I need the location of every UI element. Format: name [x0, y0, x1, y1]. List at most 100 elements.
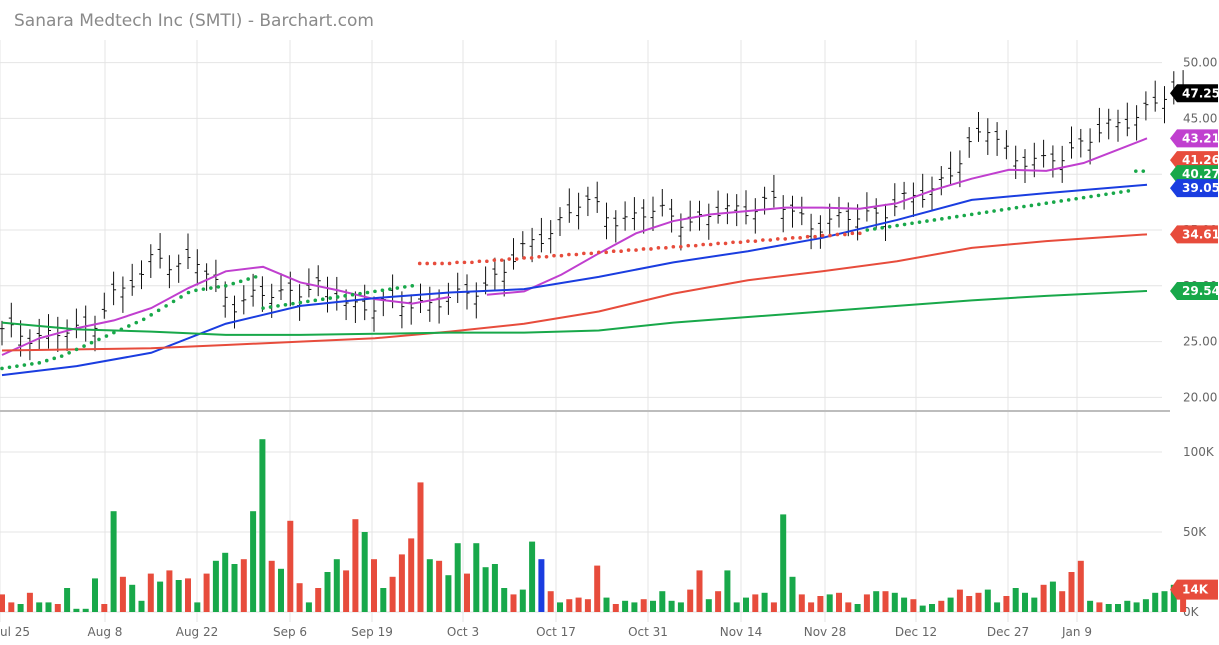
indicator-dot	[231, 281, 236, 286]
price-tick-label: 20.00	[1183, 390, 1217, 404]
indicator-dot	[59, 354, 64, 358]
indicator-dot	[716, 241, 720, 246]
indicator-dot	[1134, 169, 1138, 173]
indicator-dot	[1111, 191, 1116, 195]
indicator-dot	[813, 234, 817, 239]
volume-bar	[324, 572, 331, 612]
volume-badge-shape	[1170, 579, 1218, 600]
indicator-dot	[15, 364, 19, 368]
volume-bar	[110, 511, 117, 612]
x-tick-label: Oct 17	[536, 625, 576, 639]
indicator-dot	[82, 344, 86, 348]
price-badge-shape	[1170, 179, 1218, 198]
indicator-dot	[1104, 192, 1108, 197]
price-badge-label: 40.27	[1182, 167, 1219, 181]
volume-bar	[212, 560, 219, 612]
volume-bar	[956, 589, 963, 612]
volume-bar	[557, 602, 563, 612]
volume-bar	[538, 559, 545, 612]
volume-bar	[705, 599, 712, 612]
volume-bar	[622, 600, 629, 612]
indicator-dot	[977, 211, 981, 216]
price-badge-shape	[1170, 151, 1218, 170]
volume-bar	[361, 532, 368, 612]
volume-bar	[975, 592, 982, 612]
indicator-dot	[365, 290, 370, 295]
price-badge-shape	[1170, 84, 1218, 103]
indicator-dot	[209, 286, 213, 290]
indicator-dot	[910, 221, 914, 226]
indicator-dot	[1141, 169, 1146, 173]
volume-bar	[380, 588, 387, 612]
price-badge-label: 47.25	[1182, 86, 1219, 100]
indicator-dot	[872, 227, 877, 231]
indicator-dot	[634, 248, 638, 252]
volume-bar	[1152, 592, 1159, 612]
indicator-dot	[1029, 203, 1034, 208]
indicator-dot	[895, 223, 899, 228]
volume-bar	[185, 578, 191, 612]
volume-bar	[836, 592, 842, 612]
indicator-dot	[671, 244, 676, 249]
indicator-dot	[1014, 205, 1019, 210]
volume-bar	[147, 573, 154, 612]
volume-bar	[603, 597, 610, 612]
indicator-dot	[731, 240, 735, 245]
indicator-dot	[216, 285, 221, 289]
price-badge-shape	[1170, 225, 1218, 244]
indicator-dot	[992, 209, 996, 213]
volume-bar	[1031, 597, 1038, 612]
indicator-dot	[127, 324, 131, 328]
indicator-dot	[1074, 196, 1078, 201]
indicator-dot	[268, 305, 273, 309]
indicator-dot	[313, 298, 318, 303]
volume-bar	[780, 514, 787, 612]
price-badge: 41.26	[1170, 151, 1219, 170]
volume-bar	[1003, 596, 1010, 612]
indicator-dot	[664, 246, 668, 250]
indicator-dot	[447, 261, 452, 266]
indicator-dot	[522, 256, 526, 260]
indicator-dot	[22, 363, 27, 367]
indicator-dot	[186, 290, 191, 295]
price-tick-label: 45.00	[1183, 111, 1217, 125]
volume-bar	[1049, 581, 1056, 612]
indicator-dot	[112, 330, 116, 335]
indicator-dot	[89, 340, 94, 345]
volume-bar	[1087, 600, 1094, 612]
indicator-dot	[537, 254, 541, 259]
indicator-dot	[619, 249, 623, 254]
indicator-dot	[798, 236, 802, 240]
volume-bar	[929, 604, 935, 612]
volume-bar	[491, 564, 498, 612]
indicator-dot	[291, 301, 295, 306]
volume-bar	[175, 580, 182, 612]
volume-bar	[101, 604, 108, 612]
x-tick-label: Oct 3	[447, 625, 479, 639]
price-badge-label: 29.54	[1182, 284, 1219, 298]
indicator-dot	[574, 252, 579, 257]
volume-bar	[1068, 572, 1075, 612]
volume-bar	[677, 602, 684, 612]
volume-bar	[222, 552, 229, 612]
indicator-dot	[1051, 200, 1056, 204]
volume-tick-label: 0K	[1183, 605, 1200, 619]
volume-bar	[594, 565, 601, 612]
volume-bar	[287, 520, 294, 612]
volume-bar	[501, 588, 508, 612]
volume-bar	[919, 605, 926, 612]
indicator-dot	[0, 366, 4, 371]
volume-bar	[1124, 600, 1131, 612]
indicator-dot	[1037, 202, 1041, 207]
indicator-dot	[761, 238, 765, 242]
x-tick-label: Dec 27	[987, 625, 1029, 639]
x-tick-label: Dec 12	[895, 625, 937, 639]
indicator-line	[1, 289, 1148, 336]
volume-bar	[240, 559, 247, 612]
price-badge: 34.61	[1170, 225, 1219, 244]
indicator-dot	[470, 260, 474, 265]
price-badge-label: 43.21	[1182, 131, 1219, 145]
indicator-dot	[380, 288, 385, 293]
volume-bar	[1022, 592, 1028, 612]
indicator-dot	[298, 300, 303, 305]
